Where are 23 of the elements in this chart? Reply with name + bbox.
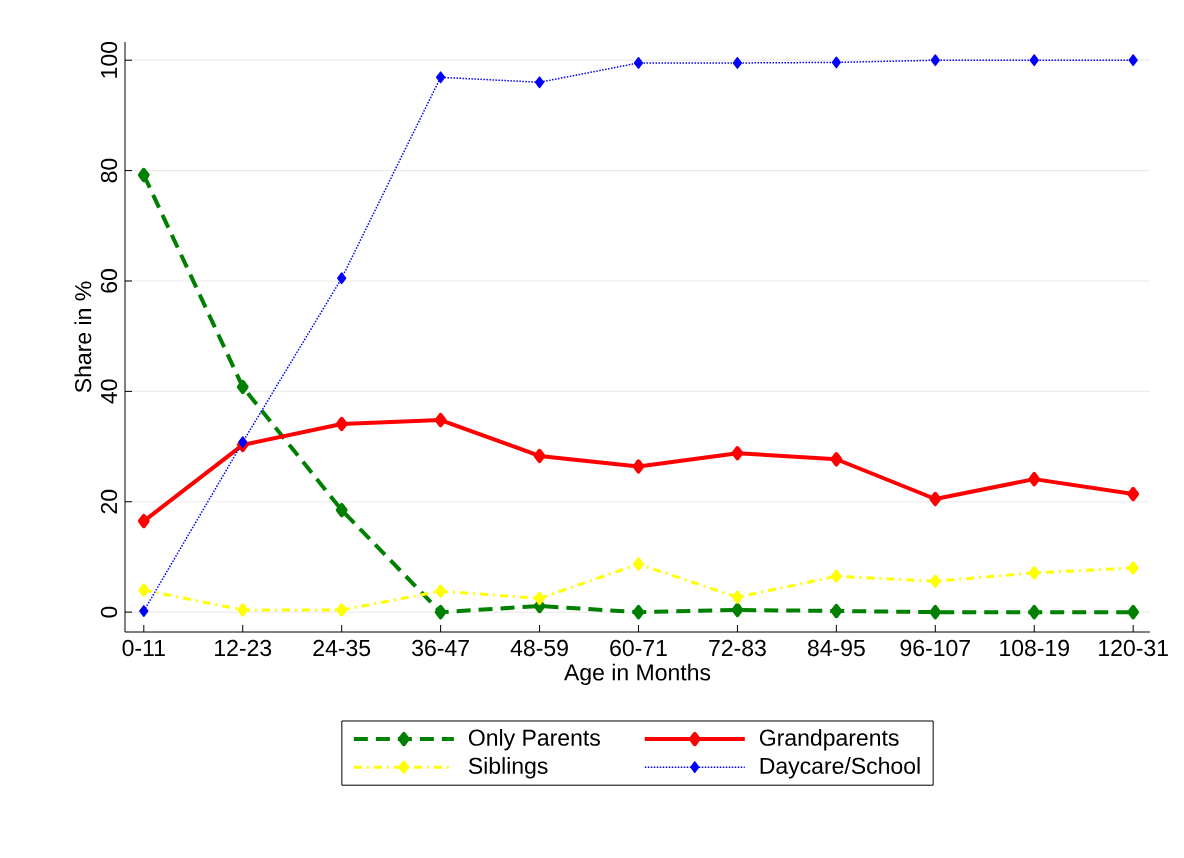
x-tick-label: 36-47 [412,639,469,657]
x-tick-label: 72-83 [709,639,766,657]
x-axis-title: Age in Months [564,663,711,686]
x-tick-label: 24-35 [313,639,371,657]
y-tick-label: 60 [100,269,118,293]
legend-label: Only Parents [468,728,600,751]
legend-label: Siblings [468,757,548,779]
x-tick-label: 12-23 [215,639,272,657]
x-tick-label: 0-11 [122,639,165,657]
y-tick-label: 40 [100,379,118,404]
x-tick-label: 60-71 [610,639,667,657]
legend-label: Grandparents [759,728,899,751]
y-axis-title: Share in % [74,281,92,393]
y-tick-label: 20 [100,489,118,514]
y-tick-label: 100 [100,41,118,78]
x-tick-label: 120-31 [1099,639,1168,657]
x-tick-label: 84-95 [807,639,865,657]
x-tick-label: 108-19 [1000,639,1069,657]
x-tick-label: 96-107 [900,639,970,657]
x-tick-label: 48-59 [510,639,568,657]
legend-label: Daycare/School [760,757,920,779]
y-tick-label: 80 [100,158,118,183]
y-tick-label: 0 [100,606,118,618]
